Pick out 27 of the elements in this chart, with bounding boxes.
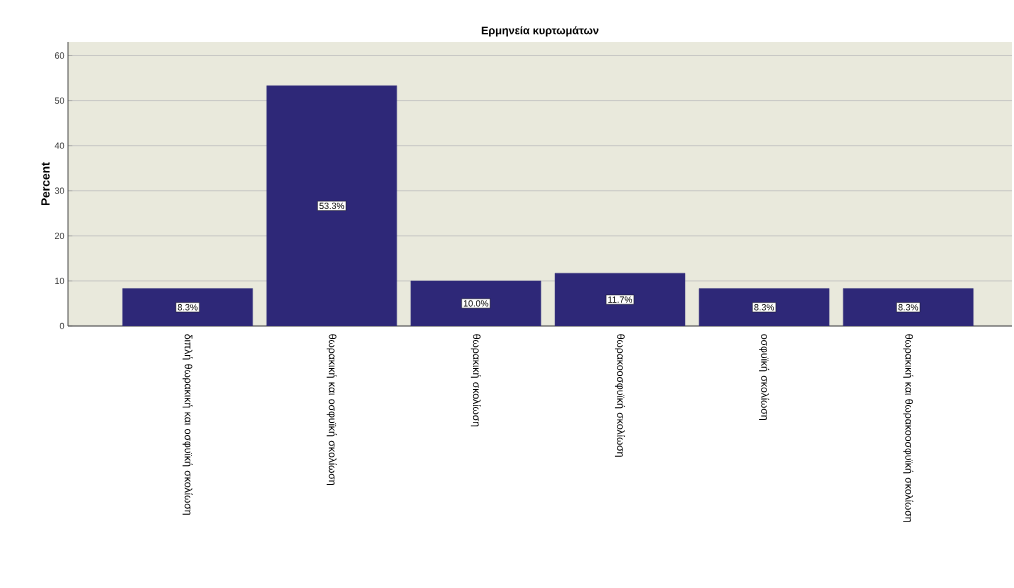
y-tick-label: 50 <box>54 97 65 104</box>
bar <box>698 288 830 326</box>
y-axis-title: Percent <box>41 162 50 206</box>
y-tick-label: 20 <box>54 232 65 240</box>
bar <box>843 288 974 326</box>
y-tick-label: 30 <box>54 187 65 194</box>
data-label: 11.7% <box>608 296 633 303</box>
x-tick-label: θωρακική και οσφυϊκή σκολίωση <box>326 334 337 485</box>
y-tick-label: 40 <box>54 142 65 149</box>
x-tick-label: οσφυϊκή σκολίωση <box>759 334 770 420</box>
x-tick-label: θωρακική σκολίωση <box>470 334 481 427</box>
chart-title: Ερμηνεία κυρτωμάτων <box>481 26 599 37</box>
bar <box>554 273 686 326</box>
bar <box>266 85 397 326</box>
y-tick-label: 10 <box>55 277 65 285</box>
data-label: 8.3% <box>754 304 775 311</box>
x-tick-label: θωρακοοσφυϊκή σκολίωση <box>614 334 626 457</box>
x-tick-label: διπλή θωρακική και οσφυϊκή σκολίωση <box>182 334 193 515</box>
y-tick-label: 60 <box>54 52 65 59</box>
x-tick-label: θωρακική και θωρακοοσφυϊκή σκολίωση <box>903 334 914 522</box>
data-label: 8.3% <box>898 304 919 311</box>
bar <box>410 280 542 326</box>
y-tick-label: 0 <box>59 322 65 330</box>
bar <box>122 288 253 326</box>
data-label: 10.0% <box>463 300 489 307</box>
data-label: 53.3% <box>319 202 345 210</box>
data-label: 8.3% <box>177 304 198 311</box>
